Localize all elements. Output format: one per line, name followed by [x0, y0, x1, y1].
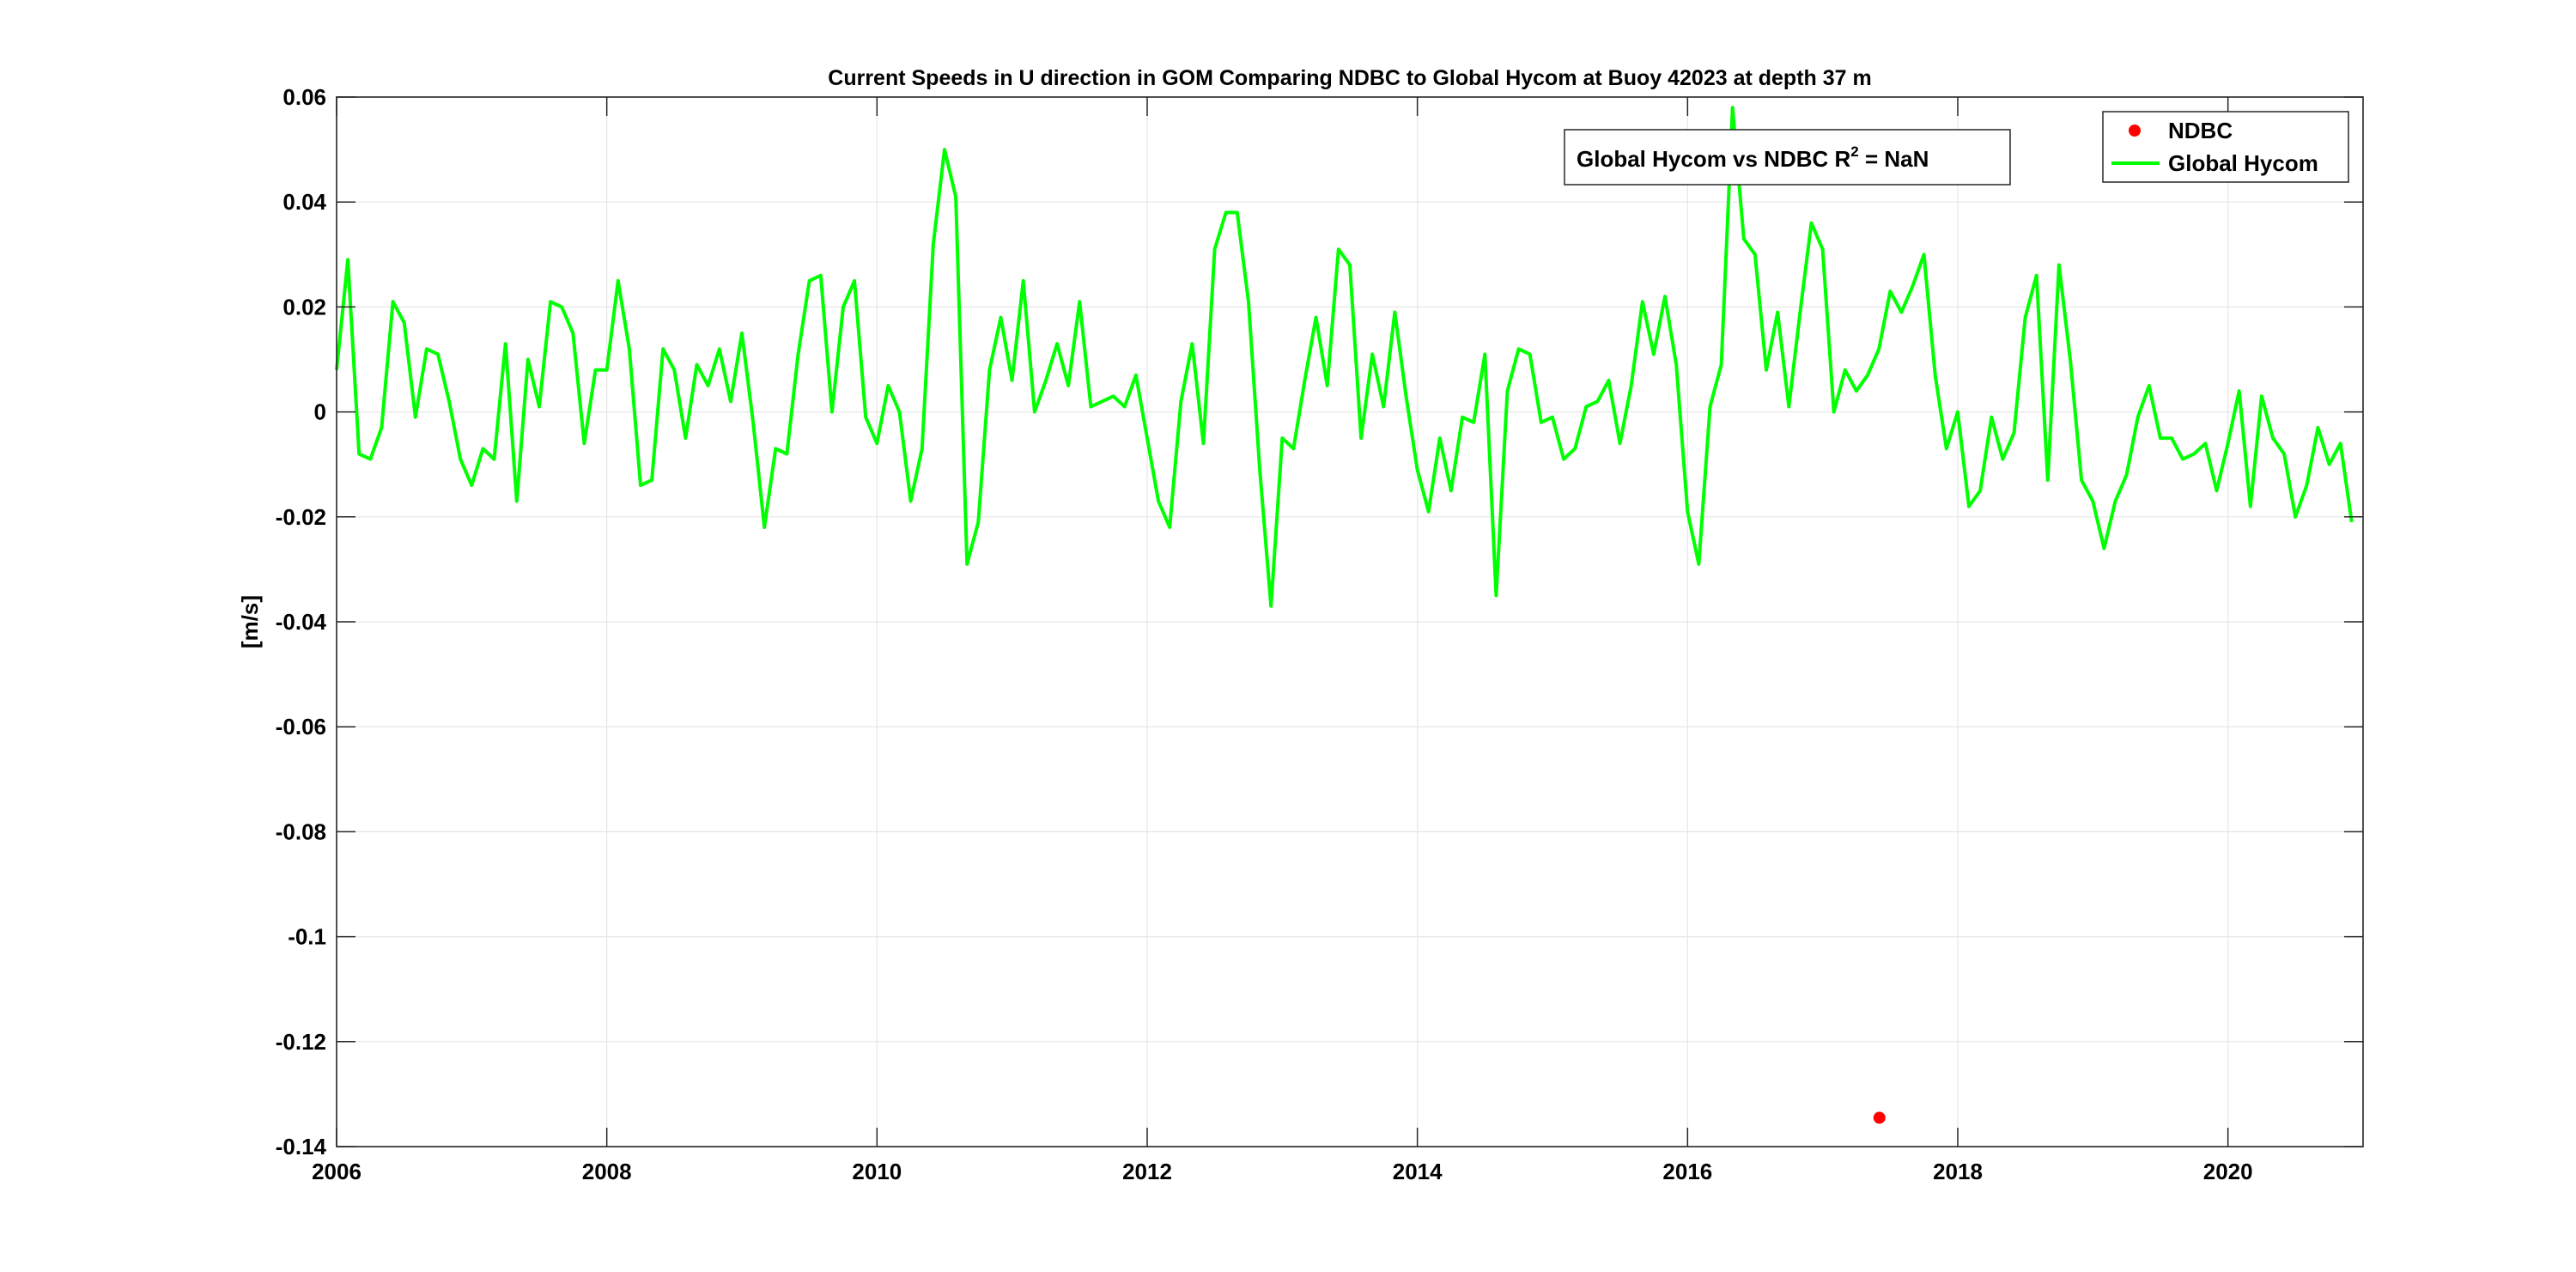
axis-ticks: 2006 2008 2010 2012 2014 2016 2018 2020 0.06 0.04…: [276, 84, 2363, 1184]
annotation-suffix: = NaN: [1859, 146, 1929, 172]
x-tick-label: 2016: [1662, 1159, 1712, 1184]
x-tick-label: 2008: [582, 1159, 632, 1184]
global-hycom-line: [335, 106, 2354, 608]
legend-ndbc-marker: [2129, 125, 2141, 137]
x-tick-label: 2020: [2203, 1159, 2253, 1184]
legend-ndbc-label: NDBC: [2168, 118, 2233, 143]
x-tick-label: 2012: [1122, 1159, 1172, 1184]
annotation-text: Global Hycom vs NDBC R2 = NaN: [1577, 143, 1929, 172]
annotation-box: Global Hycom vs NDBC R2 = NaN: [1564, 129, 2011, 186]
legend-hycom-label: Global Hycom: [2168, 150, 2318, 176]
x-tick-label: 2010: [852, 1159, 902, 1184]
y-axis-label: [m/s]: [237, 595, 263, 648]
y-tick-label: -0.04: [276, 609, 327, 635]
y-tick-label: -0.14: [276, 1134, 327, 1159]
y-tick-label: 0: [314, 399, 326, 425]
legend: NDBC Global Hycom: [2102, 111, 2349, 183]
legend-frame: [2102, 111, 2349, 183]
y-tick-label: -0.02: [276, 504, 326, 530]
y-tick-label: -0.12: [276, 1029, 326, 1055]
y-tick-label: 0.06: [283, 84, 326, 110]
annotation-superscript: 2: [1850, 143, 1858, 160]
y-tick-label: -0.08: [276, 819, 326, 844]
y-tick-label: -0.06: [276, 714, 326, 739]
data-series: [335, 106, 2354, 1124]
chart-title: Current Speeds in U direction in GOM Com…: [828, 66, 1871, 90]
y-tick-label: 0.02: [283, 294, 326, 320]
ndbc-point: [1873, 1111, 1886, 1124]
x-tick-label: 2014: [1393, 1159, 1443, 1184]
y-tick-label: 0.04: [283, 189, 326, 215]
x-tick-label: 2006: [312, 1159, 361, 1184]
x-tick-label: 2018: [1933, 1159, 1983, 1184]
annotation-frame: [1564, 129, 2011, 186]
y-tick-label: -0.1: [288, 924, 326, 950]
annotation-prefix: Global Hycom vs NDBC R: [1577, 146, 1851, 172]
